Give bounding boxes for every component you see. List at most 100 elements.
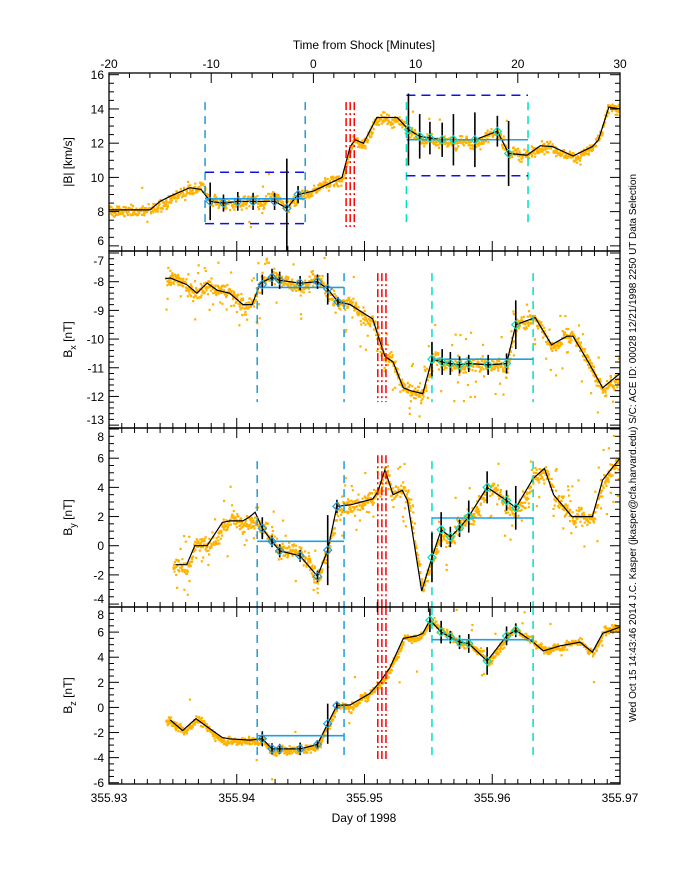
scatter-point bbox=[200, 283, 202, 285]
scatter-point bbox=[543, 479, 545, 481]
scatter-point bbox=[506, 120, 508, 122]
scatter-point bbox=[238, 324, 240, 326]
scatter-point bbox=[444, 365, 446, 367]
scatter-point bbox=[110, 206, 112, 208]
scatter-point bbox=[341, 508, 343, 510]
scatter-point bbox=[540, 321, 542, 323]
scatter-point bbox=[368, 511, 370, 513]
scatter-point bbox=[493, 483, 495, 485]
scatter-point bbox=[307, 560, 309, 562]
scatter-point bbox=[287, 283, 289, 285]
scatter-point bbox=[392, 389, 394, 391]
scatter-point bbox=[271, 778, 273, 780]
scatter-point bbox=[196, 297, 198, 299]
scatter-point bbox=[411, 134, 413, 136]
scatter-point bbox=[469, 147, 471, 149]
scatter-point bbox=[309, 559, 311, 561]
scatter-point bbox=[426, 141, 428, 143]
scatter-point bbox=[595, 145, 597, 147]
scatter-point bbox=[334, 293, 336, 295]
scatter-point bbox=[183, 733, 185, 735]
scatter-point bbox=[167, 206, 169, 208]
scatter-point bbox=[388, 474, 390, 476]
scatter-point bbox=[443, 538, 445, 540]
scatter-point bbox=[336, 183, 338, 185]
scatter-point bbox=[536, 505, 538, 507]
scatter-point bbox=[501, 144, 503, 146]
scatter-point bbox=[230, 518, 232, 520]
scatter-point bbox=[429, 375, 431, 377]
scatter-point bbox=[256, 195, 258, 197]
scatter-point bbox=[329, 180, 331, 182]
scatter-point bbox=[583, 512, 585, 514]
scatter-point bbox=[351, 316, 353, 318]
downstream-window bbox=[428, 273, 533, 402]
scatter-point bbox=[578, 337, 580, 339]
scatter-point bbox=[571, 485, 573, 487]
scatter-point bbox=[530, 316, 532, 318]
scatter-point bbox=[169, 270, 171, 272]
scatter-point bbox=[231, 290, 233, 292]
scatter-point bbox=[569, 509, 571, 511]
scatter-point bbox=[517, 515, 519, 517]
scatter-point bbox=[185, 541, 187, 543]
scatter-point bbox=[554, 505, 556, 507]
upstream-window bbox=[257, 269, 344, 402]
scatter-point bbox=[332, 719, 334, 721]
scatter-point bbox=[306, 752, 308, 754]
scatter-point bbox=[182, 278, 184, 280]
scatter-point bbox=[194, 183, 196, 185]
scatter-point bbox=[335, 312, 337, 314]
scatter-point bbox=[284, 555, 286, 557]
scatter-point bbox=[224, 285, 226, 287]
scatter-point bbox=[524, 323, 526, 325]
y-label-unit: [km/s] bbox=[61, 137, 75, 172]
scatter-point bbox=[613, 435, 615, 437]
scatter-point bbox=[204, 267, 206, 269]
scatter-point bbox=[200, 296, 202, 298]
scatter-point bbox=[178, 277, 180, 279]
scatter-point bbox=[258, 303, 260, 305]
scatter-point bbox=[404, 463, 406, 465]
scatter-point bbox=[314, 567, 316, 569]
scatter-point bbox=[373, 329, 375, 331]
scatter-point bbox=[178, 284, 180, 286]
scatter-point bbox=[597, 135, 599, 137]
scatter-point bbox=[325, 562, 327, 564]
scatter-point bbox=[268, 262, 270, 264]
scatter-point bbox=[589, 522, 591, 524]
scatter-point bbox=[348, 502, 350, 504]
panel-frame bbox=[109, 428, 620, 607]
scatter-point bbox=[230, 524, 232, 526]
scatter-point bbox=[580, 507, 582, 509]
scatter-series bbox=[165, 601, 622, 781]
scatter-point bbox=[464, 369, 466, 371]
scatter-point bbox=[176, 587, 178, 589]
scatter-point bbox=[180, 725, 182, 727]
scatter-point bbox=[610, 492, 612, 494]
scatter-point bbox=[210, 546, 212, 548]
panel-2: -13-12-11-10-9-8-7Bx [nT] bbox=[61, 247, 622, 428]
scatter-point bbox=[127, 214, 129, 216]
scatter-point bbox=[578, 507, 580, 509]
scatter-point bbox=[247, 196, 249, 198]
top-axis-tick-label: -10 bbox=[203, 57, 221, 71]
scatter-point bbox=[348, 297, 350, 299]
scatter-point bbox=[132, 205, 134, 207]
scatter-point bbox=[246, 515, 248, 517]
y-tick-label: -2 bbox=[93, 568, 104, 582]
scatter-point bbox=[409, 505, 411, 507]
scatter-point bbox=[550, 147, 552, 149]
scatter-point bbox=[453, 540, 455, 542]
scatter-point bbox=[425, 387, 427, 389]
scatter-point bbox=[350, 299, 352, 301]
scatter-point bbox=[226, 308, 228, 310]
scatter-point bbox=[375, 334, 377, 336]
scatter-point bbox=[593, 521, 595, 523]
scatter-point bbox=[526, 304, 528, 306]
scatter-point bbox=[267, 523, 269, 525]
scatter-point bbox=[314, 275, 316, 277]
scatter-point bbox=[173, 571, 175, 573]
scatter-point bbox=[512, 311, 514, 313]
